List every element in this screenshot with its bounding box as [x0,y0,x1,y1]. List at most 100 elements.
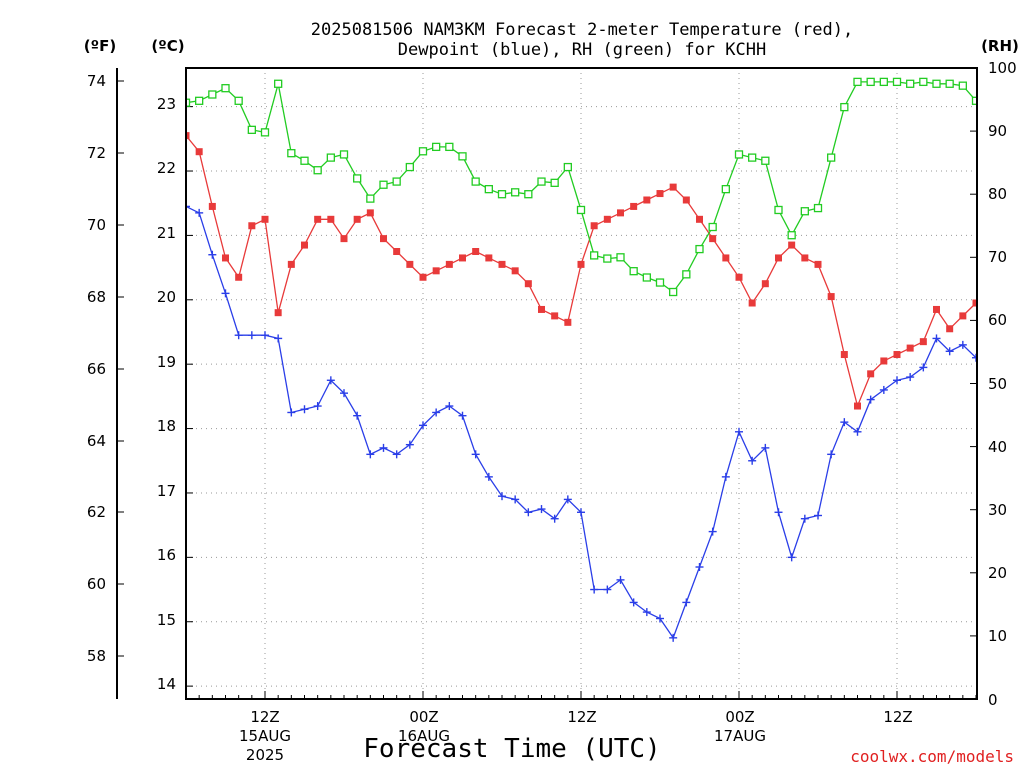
temperature-point [656,190,664,198]
chart-title-line-1: 2025081506 NAM3KM Forecast 2-meter Tempe… [311,20,853,40]
rh-unit-label: (RH) [981,37,1019,55]
dewpoint-point [919,363,928,372]
temperature-point [735,273,743,281]
temperature-point [893,351,901,359]
credit-link[interactable]: coolwx.com/models [850,747,1014,766]
rh-point [813,203,823,213]
temperature-point [301,241,308,249]
x-tick-hour-label: 12Z [883,708,912,726]
temperature-point [551,312,559,320]
temperature-point [643,196,651,204]
rh-point [563,162,572,172]
temperature-point [511,267,519,275]
temperature-point [353,215,361,223]
dewpoint-point [577,508,585,517]
f-tick-label: 74 [87,72,106,90]
rh-point [274,79,283,88]
temperature-line [186,135,977,409]
rh-point [287,149,296,158]
rh-point [879,77,888,87]
chart-title-line-2: Dewpoint (blue), RH (green) for KCHH [398,40,766,60]
temperature-point [314,215,322,223]
rh-point [800,207,809,216]
rh-point [774,205,783,215]
dewpoint-point [748,456,757,465]
temperature-point [617,209,624,217]
rh-series [186,77,977,297]
temperature-point [498,260,506,268]
rh-point [247,125,256,134]
x-tick-hour-label: 00Z [409,708,438,726]
dewpoint-point [616,575,625,584]
rh-point [892,77,902,87]
fahrenheit-unit-label: (ºF) [84,37,116,55]
dewpoint-point [879,385,888,394]
rh-tick-label: 10 [988,627,1007,645]
f-tick-label: 70 [87,216,106,234]
rh-point [524,190,533,199]
dewpoint-point [313,402,322,411]
c-tick-label: 15 [157,611,176,629]
rh-point [576,205,586,215]
temperature-point [340,235,348,243]
temperature-point [327,215,335,223]
rh-tick-label: 90 [988,122,1007,140]
dewpoint-point [326,376,335,385]
rh-point [695,244,704,254]
temperature-point [590,222,598,230]
temperature-point [959,312,967,320]
temperature-point [761,280,769,288]
dewpoint-point [524,508,533,517]
rh-point [669,287,678,297]
rh-point [260,128,270,137]
dewpoint-point [814,511,822,520]
rh-point [300,156,309,165]
rh-point [708,222,717,232]
rh-point [932,79,941,88]
rh-point [919,77,928,87]
x-tick-hour-label: 12Z [567,708,596,726]
temperature-point [867,370,875,378]
temperature-point [919,338,927,346]
dewpoint-point [787,553,796,562]
rh-point [853,77,862,87]
temperature-point [195,148,203,156]
rh-point [195,96,204,105]
temperature-point [287,260,295,268]
dewpoint-point [800,514,809,523]
dewpoint-point [221,289,230,298]
dewpoint-point [498,492,506,501]
c-tick-label: 22 [157,159,176,177]
dewpoint-point [642,608,651,617]
rh-point [392,177,401,186]
temperature-point [722,254,730,262]
temperature-point [459,254,466,262]
rh-point [603,254,612,263]
fahrenheit-axis: 74 72 70 68 66 64 62 60 58 [87,72,124,665]
rh-point [827,153,836,162]
x-tick-date-label: 16AUG [398,727,450,745]
temperature-point [827,293,835,301]
rh-point [497,190,507,199]
c-tick-label: 14 [157,675,176,693]
dewpoint-point [603,585,612,594]
rh-tick-label: 30 [988,501,1007,519]
temperature-point [472,248,480,256]
temperature-point [248,222,256,230]
temperature-point [972,299,977,307]
rh-point [616,253,625,262]
dewpoint-point [379,443,388,452]
rh-point [458,152,467,161]
rh-tick-label: 100 [988,59,1017,77]
rh-point [484,185,493,194]
rh-point [906,79,915,88]
rh-point [655,278,665,287]
rh-point [445,142,454,152]
dewpoint-series [186,202,977,642]
temperature-series [186,132,977,410]
dewpoint-point [300,405,309,414]
rh-point [945,79,954,88]
dewpoint-point [906,373,915,382]
rh-point [418,147,428,156]
dewpoint-point [261,331,269,340]
